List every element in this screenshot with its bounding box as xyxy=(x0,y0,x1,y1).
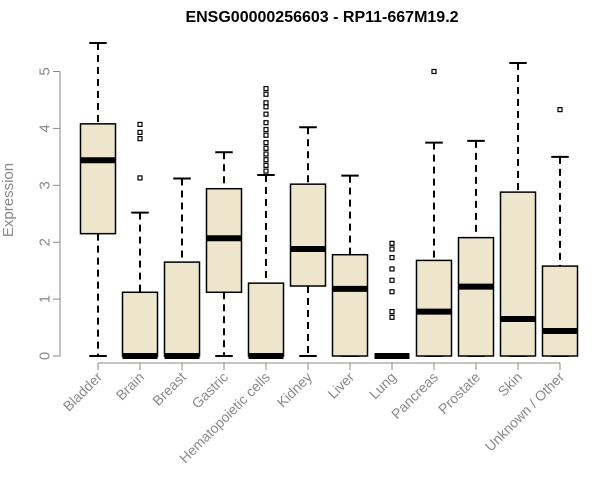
box-unknown-other xyxy=(541,107,579,357)
outlier-point xyxy=(389,254,395,261)
outlier-point xyxy=(263,111,269,117)
x-tick-label: Bladder xyxy=(60,369,106,415)
outlier-point xyxy=(389,314,395,320)
outlier-point xyxy=(263,100,269,106)
y-tick-label: 4 xyxy=(36,124,53,132)
iqr-box xyxy=(247,282,285,357)
box-pancreas xyxy=(415,68,453,357)
x-tick-label: Brain xyxy=(113,369,147,403)
iqr-box xyxy=(121,291,159,357)
outlier-point xyxy=(389,266,395,272)
y-tick-label: 0 xyxy=(36,352,53,360)
outlier-point xyxy=(389,289,395,295)
outlier-point xyxy=(263,91,269,97)
x-tick-label: Unknown / Other xyxy=(482,369,568,455)
outlier-point xyxy=(389,246,395,252)
y-axis-label: Expression xyxy=(0,163,17,237)
boxes-group xyxy=(79,42,579,359)
y-tick-label: 1 xyxy=(36,295,53,303)
box-brain xyxy=(121,121,159,359)
outlier-point xyxy=(137,175,143,181)
box-breast xyxy=(163,177,201,359)
x-tick-label: Skin xyxy=(495,369,526,400)
outlier-point xyxy=(263,151,269,157)
outlier-point xyxy=(263,162,269,168)
box-skin xyxy=(499,61,537,357)
x-tick-label: Kidney xyxy=(274,369,316,411)
outlier-point xyxy=(137,136,143,142)
iqr-box xyxy=(457,236,495,357)
box-liver xyxy=(331,174,369,357)
outlier-point xyxy=(263,132,269,138)
x-tick-label: Prostate xyxy=(435,369,483,417)
outlier-point xyxy=(557,107,563,113)
x-tick-label: Lung xyxy=(366,369,399,402)
x-tick-label: Liver xyxy=(324,369,357,402)
outlier-point xyxy=(263,120,269,126)
outlier-point xyxy=(431,68,437,75)
box-gastric xyxy=(205,151,243,357)
outlier-point xyxy=(389,240,395,246)
iqr-box xyxy=(415,259,453,357)
outlier-point xyxy=(263,168,269,174)
outlier-point xyxy=(389,309,395,315)
iqr-box xyxy=(499,191,537,357)
iqr-box xyxy=(79,123,117,235)
outlier-point xyxy=(263,157,269,163)
y-tick-label: 2 xyxy=(36,238,53,246)
y-tick-label: 5 xyxy=(36,67,53,75)
outlier-point xyxy=(263,140,269,146)
outlier-point xyxy=(263,145,269,151)
iqr-box xyxy=(541,265,579,357)
box-lung xyxy=(374,240,410,359)
y-tick-label: 3 xyxy=(36,181,53,189)
x-tick-label: Breast xyxy=(149,369,189,409)
outlier-point xyxy=(137,121,143,128)
chart-title: ENSG00000256603 - RP11-667M19.2 xyxy=(185,9,458,26)
outlier-point xyxy=(137,129,143,135)
iqr-box xyxy=(163,261,201,357)
y-axis: 0 1 2 3 4 5 xyxy=(36,67,61,360)
outlier-point xyxy=(263,85,269,92)
box-bladder xyxy=(79,42,117,357)
x-tick-label: Pancreas xyxy=(388,369,441,422)
outlier-point xyxy=(389,277,395,283)
iqr-box xyxy=(289,183,327,287)
outlier-point xyxy=(263,126,269,133)
box-prostate xyxy=(457,139,495,357)
box-hematopoietic-cells xyxy=(247,85,285,359)
iqr-box xyxy=(331,253,369,357)
box-kidney xyxy=(289,126,327,357)
